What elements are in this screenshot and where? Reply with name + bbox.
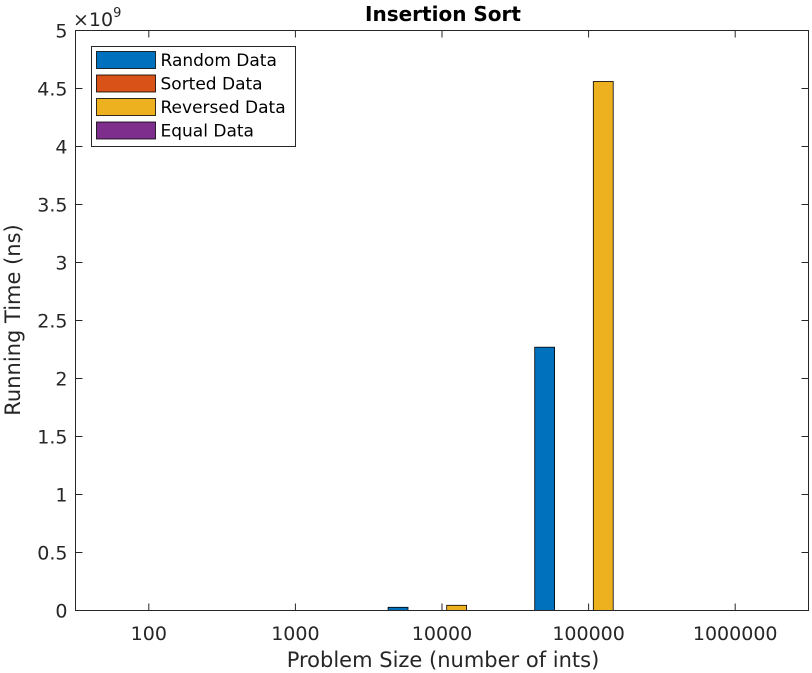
x-axis-ticks: 100 1000 10000 100000 1000000 — [131, 30, 778, 645]
y-tick-label: 5 — [55, 21, 67, 43]
bar-random-data-100000 — [534, 346, 556, 611]
legend-swatch-random-data — [96, 51, 156, 69]
x-tick-label: 1000 — [271, 623, 319, 645]
legend-label: Random Data — [161, 51, 277, 71]
x-tick-label: 100 — [131, 623, 167, 645]
y-tick-label: 2 — [55, 369, 67, 391]
y-tick-label: 0.5 — [37, 543, 67, 565]
legend-label: Reversed Data — [161, 98, 286, 118]
x-tick-label: 1000000 — [693, 623, 778, 645]
chart-title: Insertion Sort — [365, 2, 521, 26]
bar-reversed-data-10000 — [446, 604, 468, 611]
x-axis-label: Problem Size (number of ints) — [287, 648, 600, 672]
legend-swatch-equal-data — [96, 121, 156, 140]
y-tick-label: 0 — [55, 601, 67, 623]
y-axis-exponent: ×109 — [73, 6, 121, 31]
x-tick-label: 100000 — [552, 623, 625, 645]
legend-label: Equal Data — [161, 122, 254, 142]
x-tick-label: 10000 — [412, 623, 472, 645]
y-tick-label: 4 — [55, 137, 67, 159]
y-tick-label: 1 — [55, 485, 67, 507]
y-tick-label: 3 — [55, 253, 67, 275]
y-tick-label: 4.5 — [37, 79, 67, 101]
y-tick-label: 1.5 — [37, 427, 67, 449]
legend-swatch-reversed-data — [96, 98, 156, 116]
bars-group — [387, 81, 614, 611]
legend-label: Sorted Data — [161, 75, 263, 95]
legend-swatch-sorted-data — [96, 74, 156, 93]
legend: Random Data Sorted Data Reversed Data Equal… — [91, 46, 296, 147]
y-axis-ticks: 0 0.5 1 1.5 2 2.5 3 3.5 4 4.5 5 — [37, 21, 809, 623]
y-axis-exponent-base: ×10 — [73, 9, 113, 31]
y-tick-label: 2.5 — [37, 311, 67, 333]
bar-reversed-data-100000 — [592, 81, 614, 611]
y-tick-label: 3.5 — [37, 195, 67, 217]
y-axis-label: Running Time (ns) — [1, 224, 25, 415]
y-axis-exponent-power: 9 — [113, 6, 121, 21]
